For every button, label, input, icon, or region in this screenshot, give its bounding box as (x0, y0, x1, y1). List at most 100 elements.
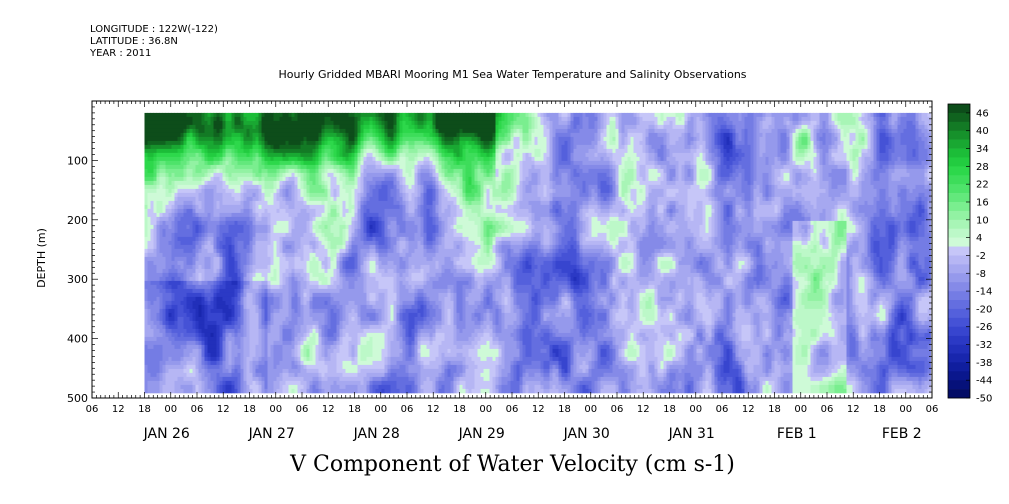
y-tick-label: 400 (67, 333, 88, 346)
colorbar-band (948, 121, 970, 132)
colorbar-frame (947, 103, 971, 399)
x-tick-label: 18 (558, 404, 571, 415)
latitude-label: LATITUDE : 36.8N (90, 36, 178, 47)
x-tick-label: 12 (637, 404, 650, 415)
colorbar-band (948, 228, 970, 238)
colorbar-label: -2 (976, 251, 986, 262)
longitude-label: LONGITUDE : 122W(-122) (90, 24, 218, 35)
colorbar-label: 40 (976, 126, 989, 137)
colorbar-band (948, 139, 970, 149)
colorbar-label: 10 (976, 215, 989, 226)
colorbar-band (948, 184, 970, 194)
x-tick-label: 00 (164, 404, 177, 415)
year-label: YEAR : 2011 (90, 48, 152, 59)
x-tick-label: 06 (611, 404, 624, 415)
colorbar-band (948, 104, 970, 114)
colorbar-band (948, 308, 970, 319)
colorbar-band (948, 166, 970, 176)
colorbar-label: -44 (976, 376, 992, 387)
colorbar-label: 28 (976, 162, 989, 173)
x-day-label: JAN 30 (563, 426, 610, 442)
colorbar-label: -32 (976, 340, 992, 351)
colorbar-band (948, 326, 970, 336)
x-tick-label: 06 (86, 404, 99, 415)
colorbar-band (948, 210, 970, 221)
x-day-label: JAN 27 (248, 426, 295, 442)
chart-title: Hourly Gridded MBARI Mooring M1 Sea Wate… (278, 68, 747, 81)
x-tick-label: 12 (847, 404, 860, 415)
colorbar-band (948, 389, 970, 399)
colorbar-label: -14 (976, 287, 992, 298)
x-tick-label: 18 (348, 404, 361, 415)
colorbar-band (948, 264, 970, 274)
x-day-label: FEB 2 (882, 426, 922, 442)
colorbar-band (948, 380, 970, 390)
x-tick-label: 00 (794, 404, 807, 415)
colorbar-label: -20 (976, 304, 992, 315)
colorbar-label: 22 (976, 180, 989, 191)
colorbar-band (948, 157, 970, 167)
colorbar: 46 40 34 28 22 16 10 4 -2 -8 -14 -20 -26 -32 -38 -44 -50 (947, 103, 992, 405)
colorbar-label: 16 (976, 198, 989, 209)
x-tick-label: 06 (716, 404, 729, 415)
x-tick-label: 18 (243, 404, 256, 415)
colorbar-band (948, 282, 970, 292)
colorbar-band (948, 148, 970, 158)
x-tick-label: 00 (899, 404, 912, 415)
colorbar-band (948, 362, 970, 372)
x-tick-label: 12 (112, 404, 125, 415)
x-tick-label: 18 (453, 404, 466, 415)
x-tick-label: 06 (296, 404, 309, 415)
x-tick-label: 18 (663, 404, 676, 415)
x-tick-label: 00 (689, 404, 702, 415)
x-day-label: FEB 1 (777, 426, 817, 442)
colorbar-band (948, 219, 970, 230)
x-tick-label: 06 (821, 404, 834, 415)
colorbar-label: 34 (976, 144, 989, 155)
colorbar-band (948, 371, 970, 381)
x-tick-label: 00 (479, 404, 492, 415)
x-tick-label: 06 (401, 404, 414, 415)
x-tick-label: 06 (506, 404, 519, 415)
x-tick-label: 06 (926, 404, 939, 415)
x-tick-label: 18 (138, 404, 151, 415)
x-axis-label: V Component of Water Velocity (cm s-1) (290, 452, 735, 477)
colorbar-band (948, 202, 970, 212)
colorbar-band (948, 300, 970, 310)
x-tick-label: 06 (191, 404, 204, 415)
colorbar-band (948, 130, 970, 140)
plot-area (144, 112, 931, 394)
x-tick-label: 12 (742, 404, 755, 415)
x-tick-label: 18 (873, 404, 886, 415)
colorbar-label: -8 (976, 269, 986, 280)
x-tick-label: 00 (374, 404, 387, 415)
x-day-label: JAN 31 (668, 426, 715, 442)
colorbar-band (948, 112, 970, 123)
x-day-label: JAN 26 (143, 426, 190, 442)
colorbar-band (948, 317, 970, 328)
colorbar-label: 46 (976, 108, 989, 119)
x-tick-label: 00 (269, 404, 282, 415)
colorbar-band (948, 237, 970, 247)
x-tick-label: 12 (217, 404, 230, 415)
y-tick-label: 100 (67, 154, 88, 167)
y-axis-label: DEPTH (m) (35, 228, 48, 288)
colorbar-label: -26 (976, 322, 992, 333)
colorbar-label: -50 (976, 394, 992, 405)
y-tick-label: 200 (67, 214, 88, 227)
x-day-label: JAN 28 (353, 426, 400, 442)
colorbar-band (948, 344, 970, 354)
colorbar-label: 4 (976, 233, 982, 244)
x-tick-label: 00 (584, 404, 597, 415)
y-tick-label: 500 (67, 392, 88, 405)
axes: 06 12 18 00 06 12 18 00 06 12 18 00 06 12 18 00 06 12 18 00… (67, 100, 939, 442)
colorbar-band (948, 193, 970, 203)
x-day-label: JAN 29 (458, 426, 505, 442)
colorbar-band (948, 335, 970, 345)
colorbar-label: -38 (976, 358, 992, 369)
y-tick-label: 300 (67, 273, 88, 286)
x-tick-label: 12 (532, 404, 545, 415)
x-tick-label: 12 (322, 404, 335, 415)
colorbar-band (948, 246, 970, 256)
